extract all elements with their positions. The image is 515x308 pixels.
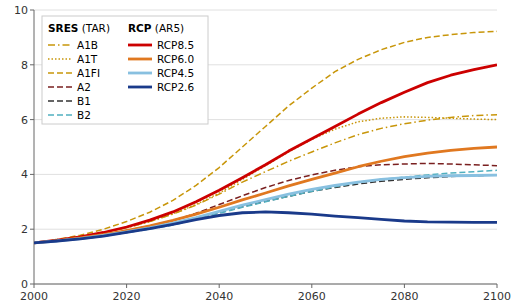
legend-label: A2 (77, 81, 91, 93)
y-tick (30, 10, 34, 11)
legend-swatch (48, 86, 72, 88)
chart-container: 0246810200020202040206020802100SRES (TAR… (0, 0, 515, 308)
legend-label: A1FI (77, 67, 100, 79)
grid-line (34, 229, 497, 230)
legend-swatch (48, 58, 72, 60)
x-tick-label: 2100 (483, 290, 511, 303)
x-tick (497, 284, 498, 288)
y-tick (30, 284, 34, 285)
legend-label: RCP6.0 (157, 53, 194, 65)
y-tick-label: 4 (21, 168, 28, 181)
legend-box (42, 16, 208, 124)
y-tick-label: 2 (21, 223, 28, 236)
x-tick-label: 2060 (298, 290, 326, 303)
legend-header-bold: RCP (128, 22, 152, 34)
legend-swatch (128, 86, 152, 89)
legend-swatch (48, 72, 72, 74)
legend-header: SRES (TAR) (48, 22, 110, 34)
x-tick (126, 284, 127, 288)
legend: SRES (TAR) A1B A1T A1FI A2 B1 B2 RCP (AR5) RCP8.… (42, 16, 208, 124)
y-tick-label: 8 (21, 59, 28, 72)
legend-label: A1B (77, 39, 98, 51)
x-tick (311, 284, 312, 288)
series-line (34, 115, 497, 243)
x-tick (219, 284, 220, 288)
legend-label: B2 (77, 109, 91, 121)
legend-header: RCP (AR5) (128, 22, 184, 34)
x-tick (34, 284, 35, 288)
x-tick-label: 2020 (113, 290, 141, 303)
grid-line (34, 284, 497, 285)
grid-line (34, 10, 497, 11)
series-line (34, 175, 497, 243)
legend-swatch (128, 72, 152, 75)
legend-label: RCP8.5 (157, 39, 194, 51)
series-line (34, 117, 497, 243)
legend-header-rest: (TAR) (78, 22, 110, 34)
legend-label: B1 (77, 95, 91, 107)
y-tick-label: 10 (14, 4, 28, 17)
y-tick (30, 64, 34, 65)
legend-swatch (48, 114, 72, 116)
legend-swatch (128, 58, 152, 61)
legend-header-rest: (AR5) (152, 22, 185, 34)
y-tick (30, 174, 34, 175)
chart: 0246810200020202040206020802100SRES (TAR… (0, 0, 515, 308)
legend-header-bold: SRES (48, 22, 78, 34)
y-tick (30, 229, 34, 230)
legend-label: A1T (77, 53, 98, 65)
x-tick (404, 284, 405, 288)
x-tick-label: 2000 (20, 290, 48, 303)
series-line (34, 212, 497, 243)
x-tick-label: 2040 (205, 290, 233, 303)
axes: 0246810200020202040206020802100 (14, 4, 511, 303)
legend-label: RCP4.5 (157, 67, 194, 79)
y-tick-label: 6 (21, 114, 28, 127)
x-axis-line (34, 284, 497, 285)
series-line (34, 147, 497, 243)
legend-swatch (48, 100, 72, 102)
legend-swatch (128, 44, 152, 47)
grid (34, 10, 497, 284)
legend-swatch (48, 44, 72, 46)
series-line (34, 163, 497, 242)
x-tick-label: 2080 (390, 290, 418, 303)
legend-label: RCP2.6 (157, 81, 194, 93)
y-tick (30, 119, 34, 120)
